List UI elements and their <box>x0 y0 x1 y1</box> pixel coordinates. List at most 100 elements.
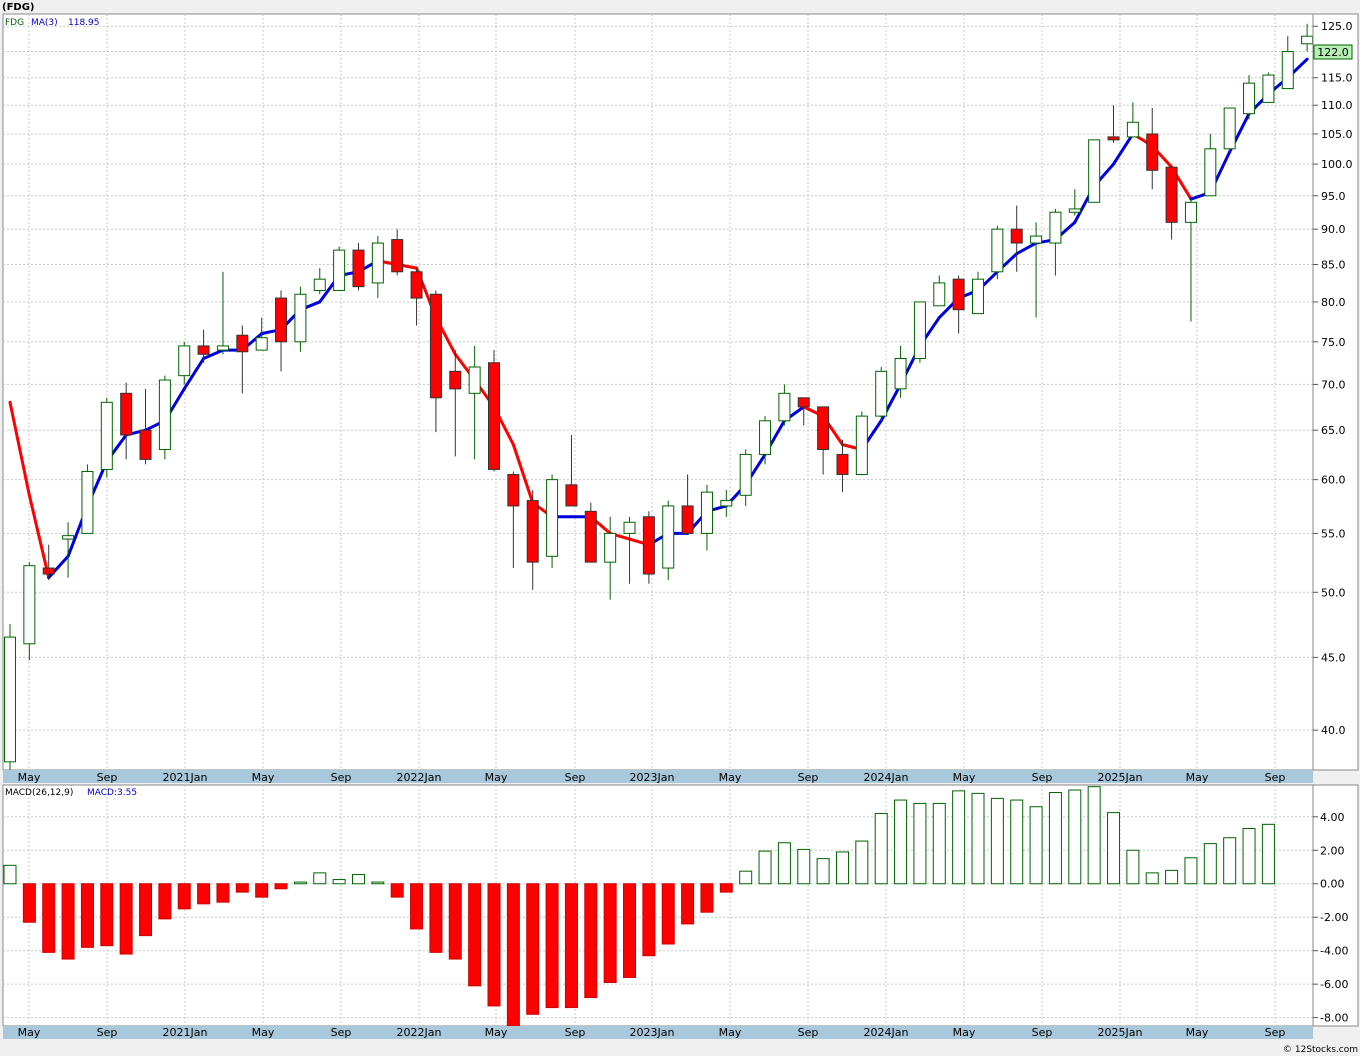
candle-body <box>4 636 16 763</box>
macd-bar <box>913 802 927 885</box>
candle <box>875 367 888 421</box>
candle-body <box>991 228 1004 273</box>
candle <box>100 397 113 478</box>
candle-body <box>236 334 249 353</box>
macd-bar <box>410 883 424 930</box>
candle <box>894 345 907 398</box>
candle <box>62 522 75 578</box>
macd-bar <box>139 883 153 937</box>
price-y-tick-label: 70.0 <box>1321 378 1346 391</box>
price-x-tick-label: Sep <box>1265 771 1286 784</box>
macd-bar <box>100 883 114 947</box>
candle-body <box>855 415 868 476</box>
candle <box>1262 72 1275 103</box>
macd-bar <box>448 883 462 960</box>
macd-bar <box>758 850 772 885</box>
candle-body <box>759 420 772 455</box>
macd-x-tick-label: May <box>1186 1026 1209 1039</box>
macd-bar <box>158 883 172 920</box>
price-y-tick-label: 110.0 <box>1321 99 1353 112</box>
price-x-tick-label: 2022Jan <box>397 771 442 784</box>
candle-body <box>1049 211 1062 244</box>
macd-bar <box>681 883 695 925</box>
macd-x-tick-label: 2025Jan <box>1098 1026 1143 1039</box>
candle-body <box>449 370 462 390</box>
candle-body <box>546 479 559 557</box>
last-price-label: 122.0 <box>1317 46 1349 59</box>
macd-bar <box>119 883 133 955</box>
macd-bar <box>274 883 288 890</box>
ma-value: 118.95 <box>68 18 100 28</box>
macd-bars <box>3 786 1275 1027</box>
price-x-tick-label: May <box>18 771 41 784</box>
candle-body <box>1068 208 1081 213</box>
candle <box>178 341 191 385</box>
candle-body <box>739 453 752 496</box>
price-plot-area[interactable] <box>2 13 1314 771</box>
price-x-tick-label: Sep <box>97 771 118 784</box>
candle-body <box>178 345 191 377</box>
price-y-tick-label: 85.0 <box>1321 258 1346 271</box>
candle <box>42 544 55 581</box>
candle <box>739 449 752 506</box>
macd-y-tick-label: 0.00 <box>1320 878 1345 891</box>
price-x-axis: May Sep 2021Jan May Sep 2022Jan May Sep 2023Jan M… <box>18 771 1286 784</box>
price-panel: 40.0 45.0 50.0 55.0 60.0 65.0 70.0 75.0 80.0 85.0… <box>2 13 1359 784</box>
candle <box>700 484 713 551</box>
candle-body <box>294 293 307 343</box>
macd-x-tick-label: May <box>252 1026 275 1039</box>
candle <box>197 329 210 363</box>
macd-bar <box>1242 828 1256 885</box>
macd-bar <box>855 840 869 885</box>
price-x-tick-label: Sep <box>798 771 819 784</box>
candle-body <box>565 484 578 507</box>
candle-body <box>352 249 365 288</box>
candle-body <box>778 392 791 422</box>
candle-body <box>894 357 907 390</box>
price-y-tick-label: 65.0 <box>1321 424 1346 437</box>
candle <box>236 325 249 394</box>
macd-bar <box>506 883 520 1027</box>
candle-body <box>197 345 210 355</box>
candle <box>604 516 617 600</box>
macd-bar <box>971 792 985 885</box>
macd-bar <box>932 802 946 885</box>
macd-bar <box>42 883 56 953</box>
candle-body <box>120 392 133 436</box>
macd-bar <box>719 883 733 893</box>
macd-panel: -8.00 -6.00 -4.00 -2.00 0.00 2.00 4.00 May Sep 2… <box>2 784 1359 1039</box>
candle <box>4 623 16 770</box>
macd-bar <box>1048 792 1062 885</box>
macd-y-axis: -8.00 -6.00 -4.00 -2.00 0.00 2.00 4.00 <box>1313 811 1348 1025</box>
price-y-tick-label: 105.0 <box>1321 128 1353 141</box>
candle-body <box>681 505 694 534</box>
macd-axis-panel <box>1312 784 1359 1027</box>
price-y-axis: 40.0 45.0 50.0 55.0 60.0 65.0 70.0 75.0 80.0 85.0… <box>1313 20 1353 737</box>
price-y-tick-label: 60.0 <box>1321 474 1346 487</box>
price-x-tick-label: Sep <box>1032 771 1053 784</box>
macd-bar <box>642 883 656 957</box>
candle-body <box>275 297 288 343</box>
ma-segment <box>511 443 535 505</box>
macd-bar <box>390 883 404 898</box>
candle <box>275 290 288 372</box>
price-y-tick-label: 115.0 <box>1321 72 1353 85</box>
candle-body <box>604 532 617 563</box>
ma-segment <box>202 348 225 360</box>
macd-bar <box>1223 837 1237 885</box>
macd-bar <box>429 883 443 953</box>
macd-value-label: MACD:3.55 <box>87 788 137 798</box>
macd-bar <box>1184 857 1198 885</box>
symbol-label: FDG <box>5 18 24 28</box>
macd-y-tick-label: -6.00 <box>1320 978 1348 991</box>
candle <box>1184 199 1197 322</box>
price-y-tick-label: 75.0 <box>1321 336 1346 349</box>
macd-bar <box>739 870 753 885</box>
macd-bar <box>61 883 75 960</box>
macd-y-tick-label: -2.00 <box>1320 911 1348 924</box>
macd-bar <box>487 883 501 1007</box>
macd-bar <box>1145 872 1159 885</box>
macd-bar <box>816 858 830 885</box>
candle-body <box>933 282 946 307</box>
macd-bar <box>197 883 211 905</box>
